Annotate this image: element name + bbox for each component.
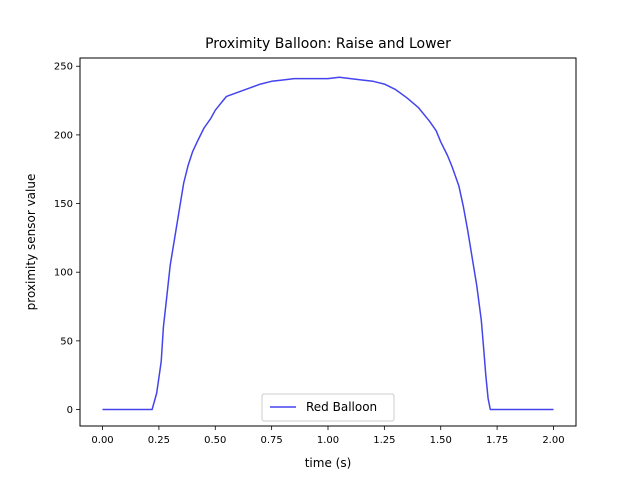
y-tick-label: 250 bbox=[54, 62, 73, 73]
x-tick-label: 1.00 bbox=[317, 435, 339, 446]
y-tick-label: 150 bbox=[54, 199, 73, 210]
legend-label-red-balloon: Red Balloon bbox=[306, 400, 377, 414]
x-tick-label: 1.25 bbox=[373, 435, 395, 446]
x-tick-label: 0.75 bbox=[261, 435, 283, 446]
y-axis: 0 50 100 150 200 250 bbox=[54, 62, 80, 416]
y-tick-label: 50 bbox=[60, 336, 73, 347]
x-tick-label: 1.75 bbox=[486, 435, 508, 446]
x-tick-label: 1.50 bbox=[430, 435, 452, 446]
chart-title: Proximity Balloon: Raise and Lower bbox=[205, 36, 451, 52]
y-tick-label: 200 bbox=[54, 130, 73, 141]
series-line-red-balloon bbox=[102, 76, 554, 411]
x-tick-label: 0.50 bbox=[204, 435, 226, 446]
x-axis-label: time (s) bbox=[305, 456, 352, 470]
x-tick-label: 0.25 bbox=[148, 435, 170, 446]
x-axis: 0.00 0.25 0.50 0.75 1.00 1.25 1.50 1.75 2.00 bbox=[91, 426, 565, 446]
x-tick-label: 0.00 bbox=[91, 435, 113, 446]
y-tick-label: 100 bbox=[54, 268, 73, 279]
y-tick-label: 0 bbox=[67, 405, 73, 416]
series-layer bbox=[102, 76, 554, 411]
legend: Red Balloon bbox=[261, 393, 395, 422]
y-axis-label: proximity sensor value bbox=[24, 174, 38, 311]
x-tick-label: 2.00 bbox=[542, 435, 564, 446]
legend-box bbox=[261, 393, 395, 422]
